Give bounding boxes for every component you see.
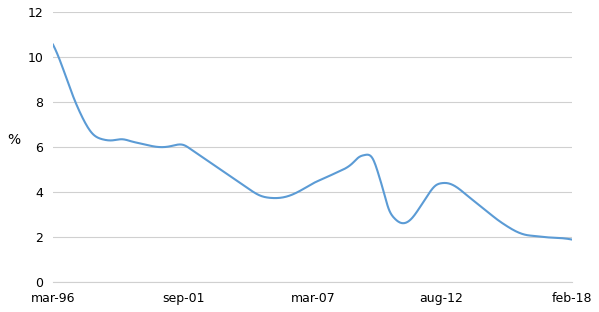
Y-axis label: %: % bbox=[7, 133, 20, 147]
